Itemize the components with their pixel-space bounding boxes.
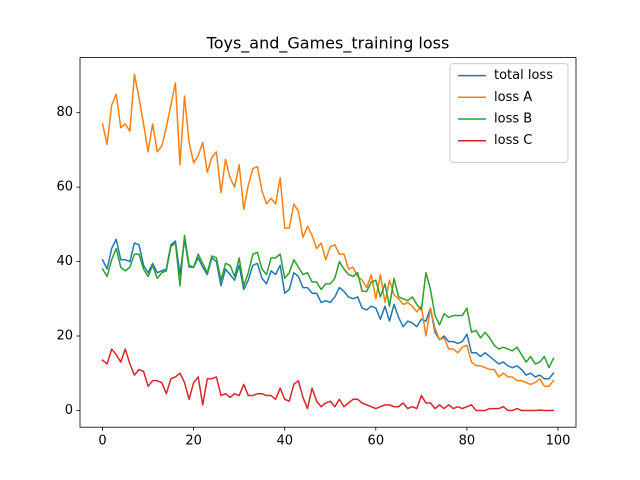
chart-title: Toys_and_Games_training loss [206,34,450,54]
axes-frame [79,57,577,428]
line-series [101,348,555,412]
y-tick-label: 60 [56,180,73,195]
x-tick-label: 0 [98,434,106,449]
y-tick-label: 20 [56,329,73,344]
x-tick-label: 20 [185,434,202,449]
y-tick-label: 0 [65,403,73,418]
line-series [101,73,555,388]
legend-box [449,63,569,163]
legend-label: total loss [494,68,553,83]
legend-label: loss A [494,90,532,105]
x-tick-label: 60 [368,434,385,449]
x-tick-label: 100 [546,434,571,449]
legend-label: loss B [494,112,532,127]
line-series [101,234,555,369]
x-tick-label: 40 [276,434,293,449]
legend-label: loss C [494,133,532,148]
x-tick-label: 80 [459,434,476,449]
y-tick-label: 40 [56,254,73,269]
y-tick-label: 80 [56,105,73,120]
